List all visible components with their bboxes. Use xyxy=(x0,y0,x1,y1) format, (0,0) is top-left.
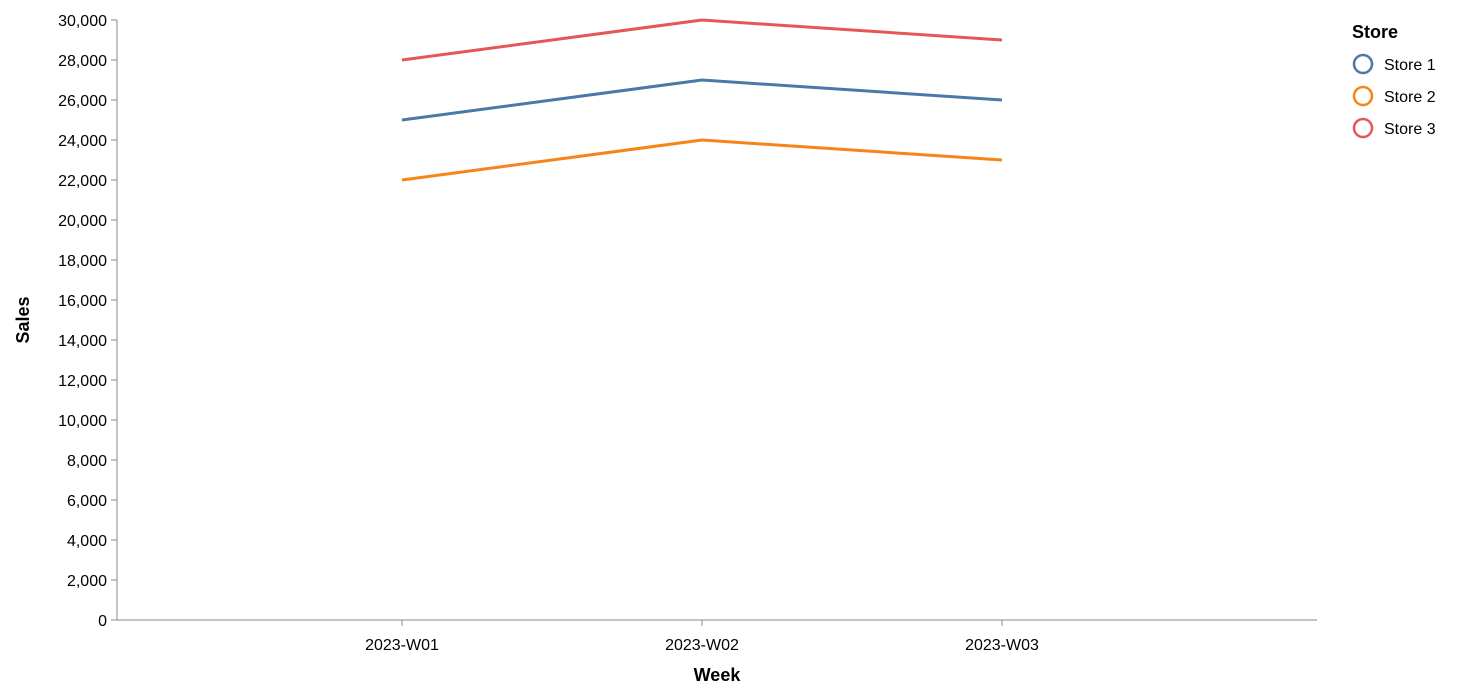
series-line-store-3 xyxy=(401,18,1003,62)
y-tick-label: 14,000 xyxy=(58,333,107,350)
x-axis: 2023-W01 2023-W02 2023-W03 xyxy=(117,619,1317,654)
y-tick-label: 6,000 xyxy=(67,493,107,510)
legend-label: Store 2 xyxy=(1384,89,1436,106)
y-tick-label: 28,000 xyxy=(58,53,107,70)
legend-label: Store 3 xyxy=(1384,121,1436,138)
legend-title: Store xyxy=(1352,22,1398,42)
y-tick-label: 12,000 xyxy=(58,373,107,390)
y-tick-label: 26,000 xyxy=(58,93,107,110)
legend-symbol-store-2 xyxy=(1352,85,1374,107)
y-tick-label: 0 xyxy=(98,613,107,630)
y-axis-title: Sales xyxy=(13,296,33,343)
x-tick-label: 2023-W03 xyxy=(965,637,1039,654)
y-axis: 0 2,000 4,000 6,000 8,000 10,000 12,000 14,000 1… xyxy=(58,13,118,630)
y-tick-label: 20,000 xyxy=(58,213,107,230)
series-line-store-2 xyxy=(401,138,1003,182)
series-line-store-1 xyxy=(401,78,1003,122)
y-tick-label: 24,000 xyxy=(58,133,107,150)
y-tick-label: 18,000 xyxy=(58,253,107,270)
y-tick-label: 2,000 xyxy=(67,573,107,590)
legend: Store Store 1 Store 2 Store 3 xyxy=(1352,22,1436,139)
x-tick-label: 2023-W02 xyxy=(665,637,739,654)
y-tick-label: 10,000 xyxy=(58,413,107,430)
y-tick-label: 22,000 xyxy=(58,173,107,190)
x-axis-title: Week xyxy=(694,665,742,685)
y-tick-label: 30,000 xyxy=(58,13,107,30)
y-tick-label: 16,000 xyxy=(58,293,107,310)
legend-label: Store 1 xyxy=(1384,57,1436,74)
y-tick-label: 8,000 xyxy=(67,453,107,470)
legend-symbol-store-1 xyxy=(1352,53,1374,75)
y-tick-label: 4,000 xyxy=(67,533,107,550)
x-tick-label: 2023-W01 xyxy=(365,637,439,654)
series-lines xyxy=(401,18,1003,182)
legend-symbol-store-3 xyxy=(1352,117,1374,139)
